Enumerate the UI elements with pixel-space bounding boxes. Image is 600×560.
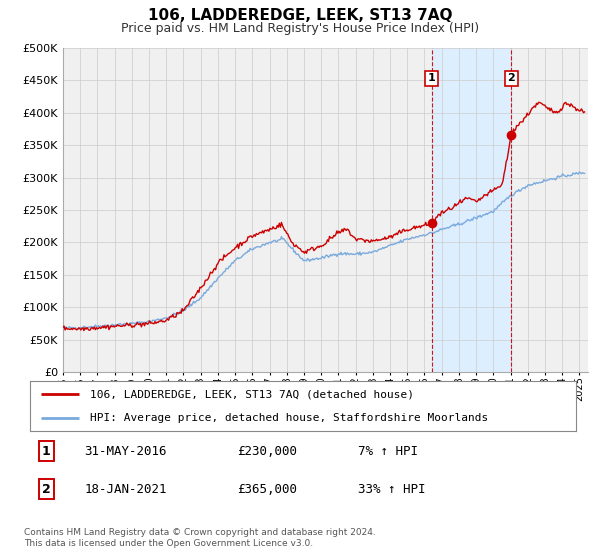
Text: 1: 1 xyxy=(428,73,436,83)
Text: 18-JAN-2021: 18-JAN-2021 xyxy=(85,483,167,496)
Text: £365,000: £365,000 xyxy=(238,483,298,496)
Text: 7% ↑ HPI: 7% ↑ HPI xyxy=(358,445,418,458)
Text: Contains HM Land Registry data © Crown copyright and database right 2024.: Contains HM Land Registry data © Crown c… xyxy=(24,528,376,536)
Text: 2: 2 xyxy=(42,483,51,496)
Text: 33% ↑ HPI: 33% ↑ HPI xyxy=(358,483,425,496)
Text: Price paid vs. HM Land Registry's House Price Index (HPI): Price paid vs. HM Land Registry's House … xyxy=(121,22,479,35)
Text: 106, LADDEREDGE, LEEK, ST13 7AQ (detached house): 106, LADDEREDGE, LEEK, ST13 7AQ (detache… xyxy=(90,389,414,399)
Text: £230,000: £230,000 xyxy=(238,445,298,458)
Text: 1: 1 xyxy=(42,445,51,458)
Text: 2: 2 xyxy=(508,73,515,83)
Text: This data is licensed under the Open Government Licence v3.0.: This data is licensed under the Open Gov… xyxy=(24,539,313,548)
Text: HPI: Average price, detached house, Staffordshire Moorlands: HPI: Average price, detached house, Staf… xyxy=(90,413,488,423)
Bar xyxy=(432,48,511,372)
Text: 31-MAY-2016: 31-MAY-2016 xyxy=(85,445,167,458)
Text: 106, LADDEREDGE, LEEK, ST13 7AQ: 106, LADDEREDGE, LEEK, ST13 7AQ xyxy=(148,8,452,24)
